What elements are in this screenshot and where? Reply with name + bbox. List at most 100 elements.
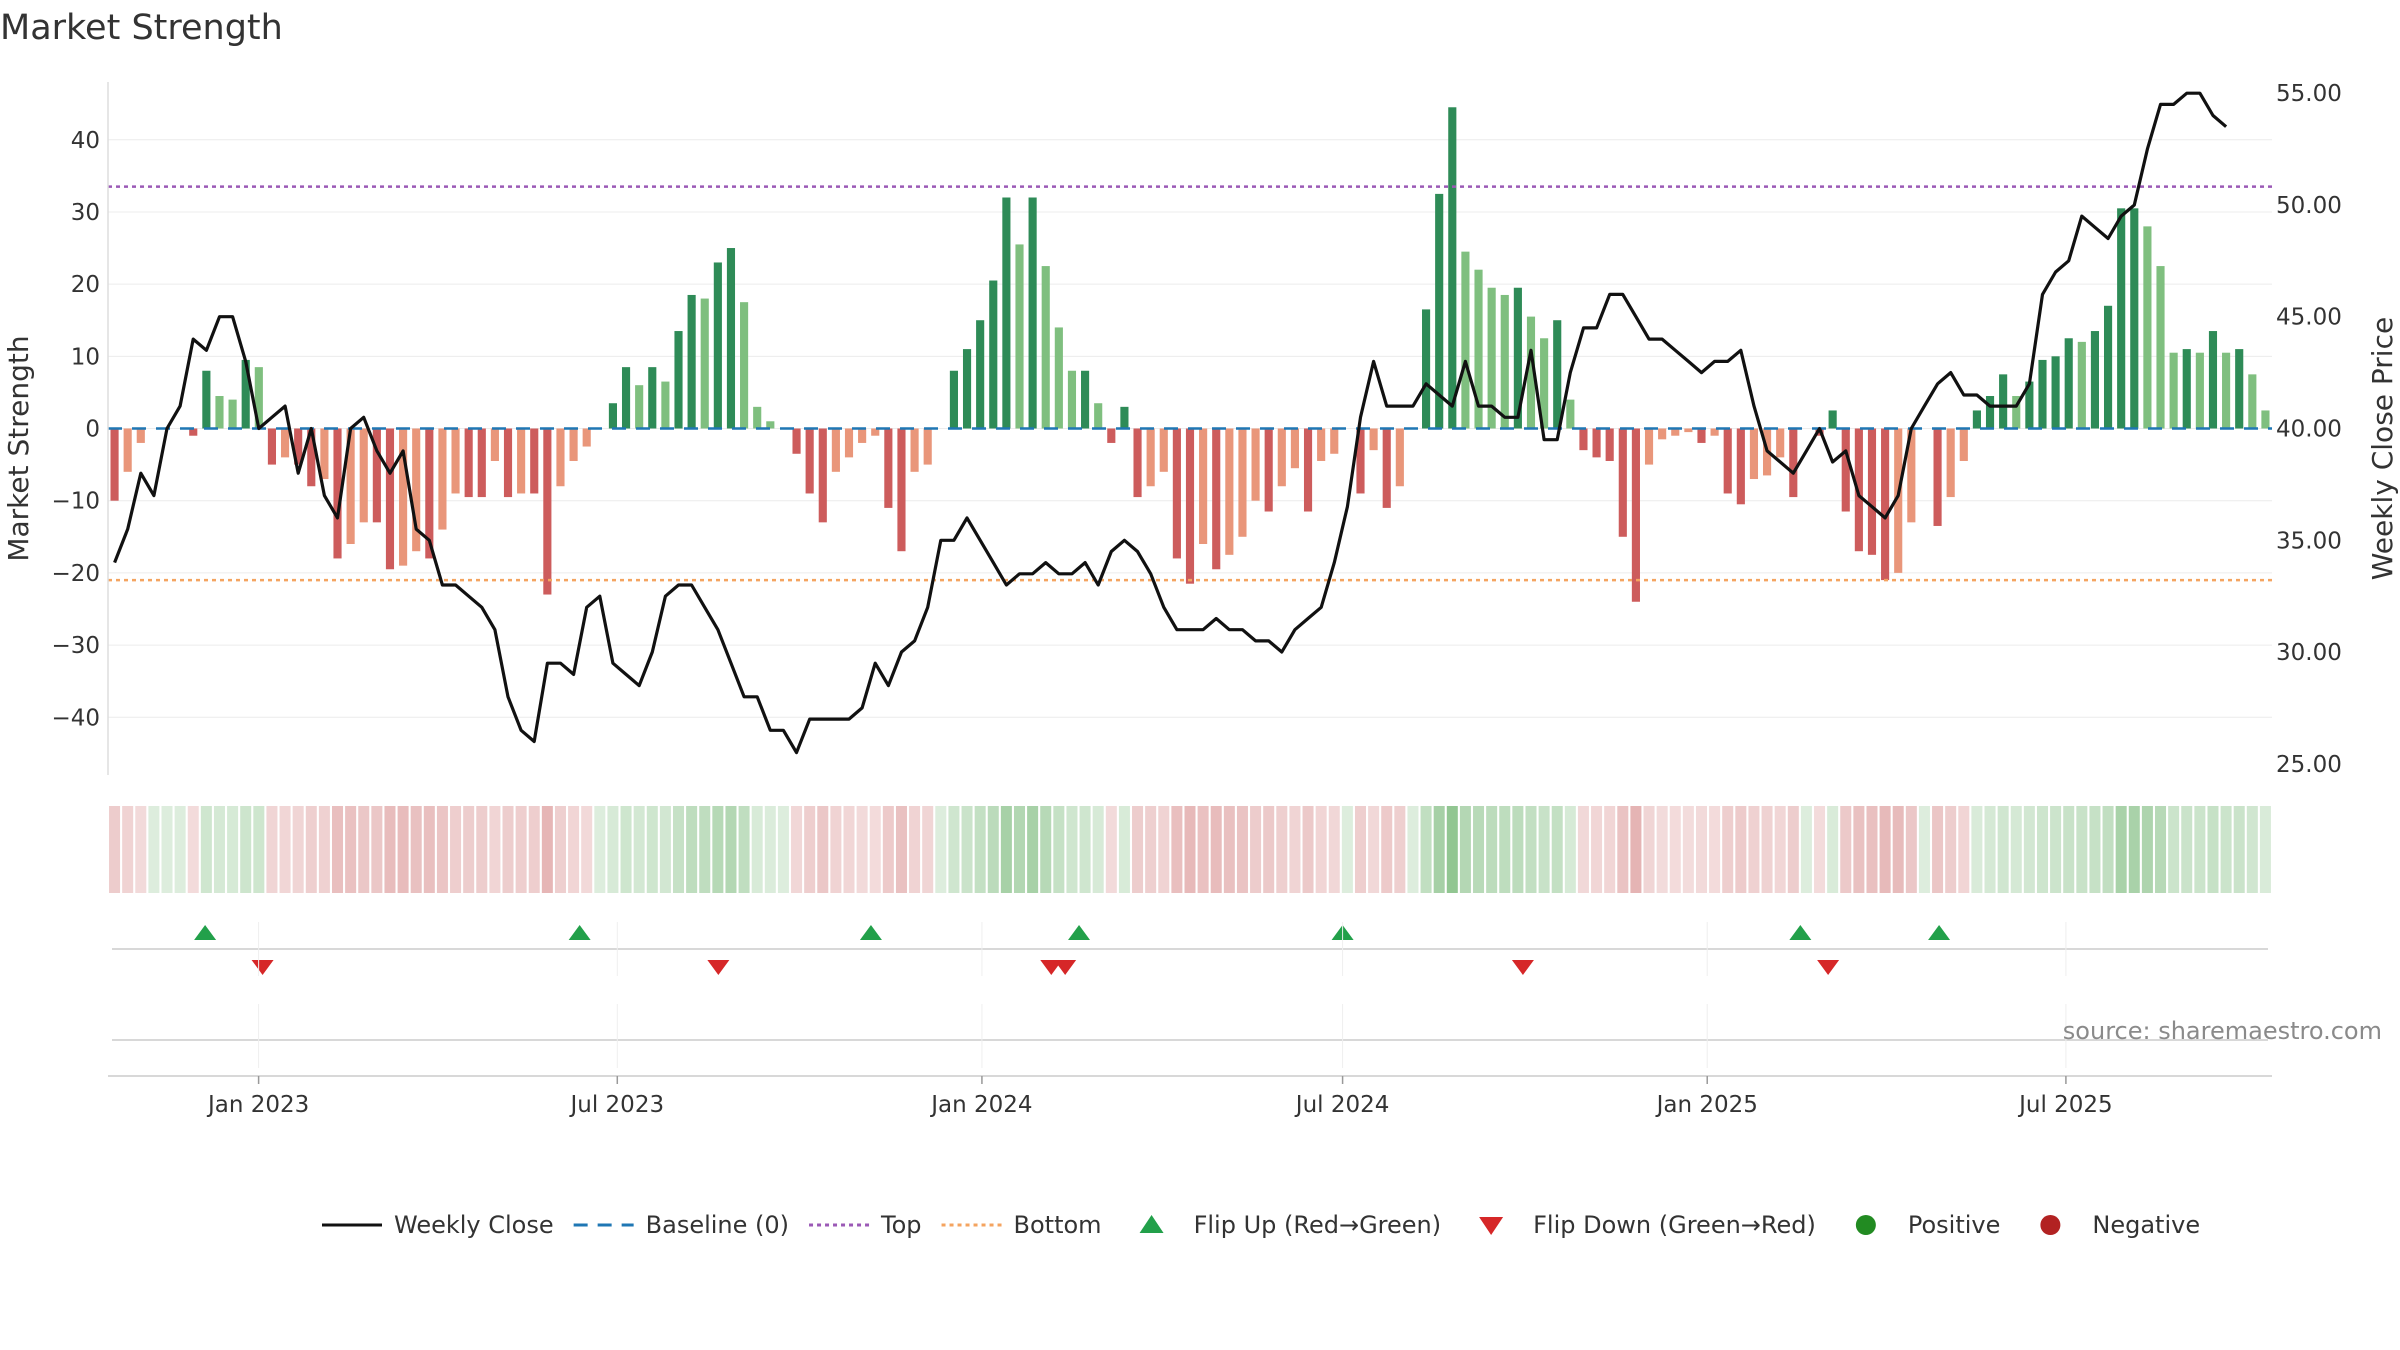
heat-cell	[450, 806, 462, 893]
heat-cell	[187, 806, 199, 893]
source-label: source: sharemaestro.com	[2063, 1017, 2382, 1045]
strength-bar	[2117, 208, 2126, 429]
strength-bar	[831, 428, 840, 472]
heat-cell	[1512, 806, 1524, 893]
strength-bar	[543, 428, 552, 595]
strength-bar	[1776, 428, 1785, 458]
strength-bar	[1435, 193, 1444, 429]
y-left-tick-label: −30	[51, 633, 100, 659]
heat-cell	[1564, 806, 1576, 893]
heat-cell	[568, 806, 580, 893]
flip-up-marker	[859, 925, 882, 940]
heat-cell	[1722, 806, 1734, 893]
strength-bar	[1553, 320, 1562, 429]
strength-bar	[1658, 428, 1667, 440]
strength-bar	[858, 428, 867, 443]
legend-label: Flip Up (Red→Green)	[1194, 1211, 1442, 1239]
strength-bar	[2077, 341, 2086, 429]
strength-bar	[1789, 428, 1798, 498]
strength-bar	[2130, 208, 2139, 429]
x-tick-label: Jul 2024	[1294, 1092, 1390, 1118]
strength-bar	[189, 428, 198, 436]
heat-cell	[1381, 806, 1393, 893]
strength-bar	[1605, 428, 1614, 461]
strength-bar	[385, 428, 395, 570]
strength-bar	[2235, 349, 2244, 429]
heat-cell	[213, 806, 225, 893]
heat-cell	[895, 806, 907, 893]
x-tick-label: Jul 2023	[568, 1092, 664, 1118]
y-left-tick-label: −40	[51, 705, 100, 731]
heat-cell	[1013, 806, 1026, 893]
heat-cell	[1328, 806, 1340, 893]
heat-cell	[1092, 806, 1104, 893]
heat-cell	[109, 806, 121, 893]
heat-cell	[174, 806, 186, 893]
heat-cell	[843, 806, 855, 893]
heat-cell	[1420, 806, 1432, 893]
y-right-tick-label: 50.00	[2276, 193, 2342, 219]
strength-bar	[1448, 107, 1457, 429]
legend-label: Bottom	[1014, 1211, 1102, 1239]
strength-bar	[1330, 428, 1339, 454]
heat-cell	[541, 806, 553, 893]
strength-bar	[136, 428, 145, 443]
heat-cell	[1105, 806, 1117, 893]
strength-bar	[2261, 410, 2270, 429]
heat-cell	[1577, 806, 1589, 893]
strength-bar	[1067, 370, 1077, 429]
heat-cell	[581, 806, 593, 893]
strength-bar	[1185, 428, 1195, 584]
legend-label: Positive	[1908, 1211, 2001, 1239]
strength-bar	[294, 428, 303, 465]
heat-cell	[2089, 806, 2101, 893]
heat-cell	[777, 806, 789, 893]
strength-bar	[1579, 428, 1588, 451]
heat-cell	[2168, 806, 2180, 893]
axes-layer: 40 30 20 10 0 −10 −20 −30 −40 55.00 50.00 45.00 40.0…	[2, 81, 2399, 778]
heat-cell	[738, 806, 750, 893]
legend-item-bottom: Bottom	[941, 1211, 1102, 1239]
heat-cell	[1210, 806, 1222, 893]
strength-bar	[897, 428, 906, 552]
heat-cell	[318, 806, 330, 893]
heat-cell	[1958, 806, 1970, 893]
strength-bar	[202, 370, 211, 429]
flip-up-marker	[568, 925, 591, 940]
strength-bar	[1081, 370, 1090, 429]
heat-cell	[122, 806, 134, 893]
heat-cell	[1407, 806, 1419, 893]
legend-item-weekly-close: Weekly Close	[322, 1211, 554, 1239]
strength-bar	[1894, 428, 1903, 573]
heat-cell	[974, 806, 986, 893]
heat-cell	[253, 806, 265, 893]
heat-cell	[1197, 806, 1209, 893]
legend-item-positive: Positive	[1855, 1211, 2001, 1239]
heat-cell	[135, 806, 147, 893]
y-left-tick-label: 30	[71, 200, 100, 226]
strength-bar	[1513, 287, 1522, 429]
heat-cell	[1695, 806, 1707, 893]
weekly-close-line	[113, 91, 2228, 755]
heat-cell	[633, 806, 645, 893]
heat-cell	[1997, 806, 2009, 893]
flip-up-marker	[194, 925, 217, 940]
strength-bar	[1907, 428, 1916, 523]
strength-bar	[1356, 428, 1365, 494]
y-right-tick-label: 55.00	[2276, 81, 2342, 107]
heat-cell	[1971, 806, 1983, 893]
strength-bar	[1238, 428, 1247, 537]
heat-cell	[436, 806, 448, 893]
strength-bar	[989, 280, 998, 429]
legend-swatch	[1855, 1215, 1876, 1235]
heat-cell	[1748, 806, 1760, 893]
strength-bar	[1461, 251, 1470, 429]
heat-cell	[1656, 806, 1668, 893]
strength-bar	[910, 428, 919, 472]
heat-cell	[1236, 806, 1248, 893]
strength-bar	[1500, 294, 1509, 429]
strength-bar	[438, 428, 447, 530]
heat-cell	[515, 806, 527, 893]
heat-cell	[1079, 806, 1091, 893]
strength-bar	[1041, 266, 1050, 429]
